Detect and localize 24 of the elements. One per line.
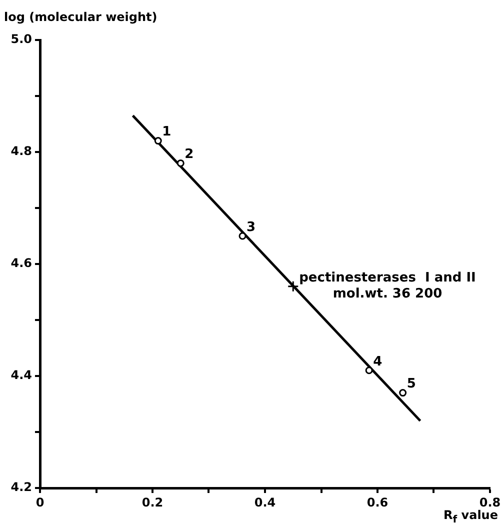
y-tick-label: 4.6	[10, 256, 32, 270]
point	[154, 137, 162, 145]
point	[399, 389, 407, 397]
point	[287, 280, 299, 292]
annotation: pectinesterases I and II mol.wt. 36 200	[299, 270, 476, 302]
y-axis-title: log (molecular weight)	[4, 10, 158, 24]
x-tick-label: 0.2	[142, 495, 164, 510]
annotation: 3	[246, 220, 256, 235]
point	[176, 159, 184, 167]
y-tick-label: 4.4	[10, 368, 32, 382]
x-tick-label: 0.4	[254, 495, 276, 510]
x-tick-label: 0.8	[479, 495, 501, 510]
annotation: 4	[373, 354, 382, 370]
annotation: 2	[184, 147, 194, 162]
annotation: 1	[162, 124, 172, 140]
y-tick-label: 5.0	[10, 32, 32, 46]
y-tick-label: 4.8	[10, 144, 32, 158]
x-tick-label: 0.6	[366, 495, 388, 510]
x-axis-title: R$_{f}$ value	[443, 508, 498, 526]
point	[238, 232, 246, 240]
y-tick-label: 4.2	[10, 480, 32, 494]
x-tick-label: 0	[36, 495, 44, 510]
point	[365, 366, 373, 374]
annotation: 5	[406, 376, 416, 392]
